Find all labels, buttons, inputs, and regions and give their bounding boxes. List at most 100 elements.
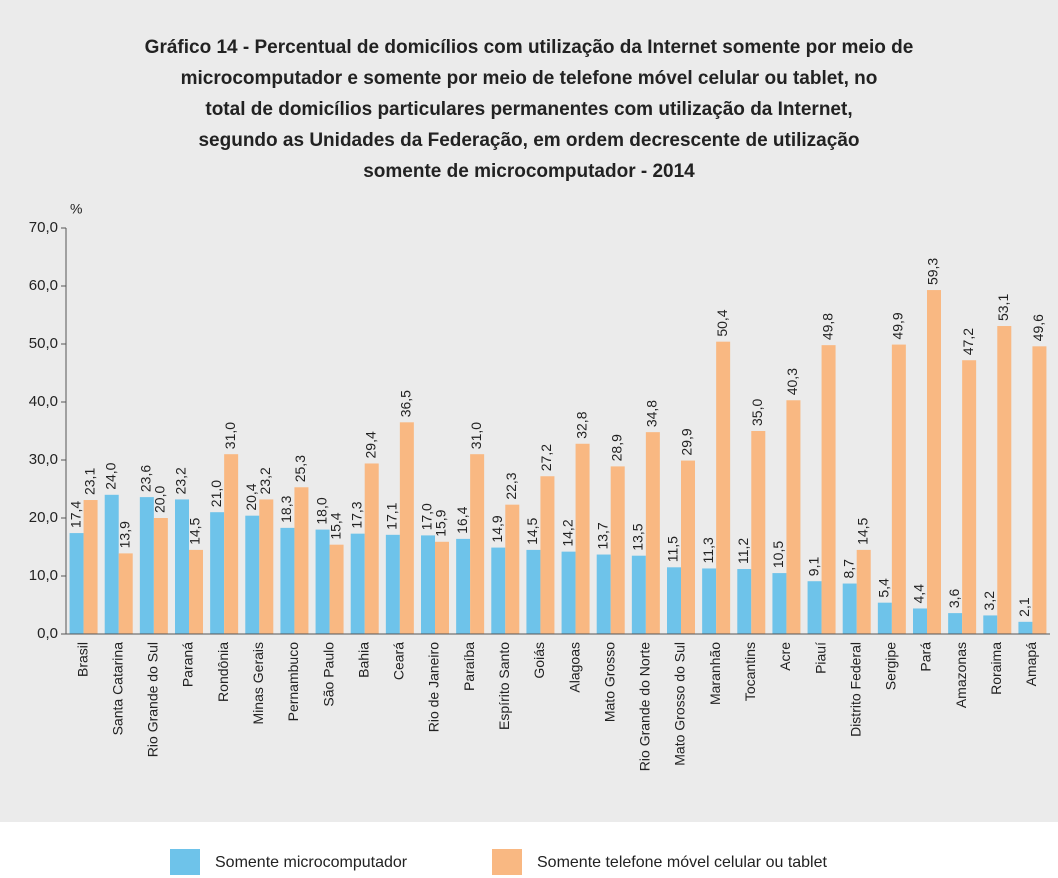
chart-title: somente de microcomputador - 2014 bbox=[363, 161, 695, 182]
value-label: 23,2 bbox=[257, 467, 273, 494]
value-label: 31,0 bbox=[222, 422, 238, 449]
value-label: 25,3 bbox=[292, 455, 308, 482]
x-tick-label: Espírito Santo bbox=[496, 642, 512, 730]
bar bbox=[702, 568, 717, 634]
chart-title: total de domicílios particulares permane… bbox=[205, 99, 852, 120]
value-label: 11,2 bbox=[735, 538, 751, 564]
value-label: 10,5 bbox=[770, 541, 786, 568]
bar bbox=[667, 567, 681, 634]
x-tick-label: Paraná bbox=[180, 642, 196, 687]
x-tick-label: Santa Catarina bbox=[109, 642, 125, 736]
value-label: 31,0 bbox=[468, 422, 484, 449]
bar bbox=[927, 290, 941, 634]
value-label: 35,0 bbox=[749, 399, 765, 426]
x-tick-label: Roraima bbox=[988, 642, 1004, 695]
bar bbox=[856, 549, 871, 634]
y-tick-label: 0,0 bbox=[37, 625, 58, 642]
bar bbox=[385, 534, 400, 634]
bar bbox=[786, 400, 801, 634]
x-tick-label: Sergipe bbox=[883, 642, 899, 690]
x-tick-label: Rondônia bbox=[215, 642, 231, 702]
x-tick-label: Mato Grosso do Sul bbox=[672, 642, 688, 766]
legend-swatch bbox=[492, 849, 522, 875]
value-label: 28,9 bbox=[608, 434, 624, 461]
bar bbox=[631, 555, 646, 634]
value-label: 20,0 bbox=[152, 486, 168, 513]
x-tick-label: Minas Gerais bbox=[250, 642, 266, 724]
value-label: 16,4 bbox=[454, 506, 470, 533]
bar bbox=[505, 504, 520, 634]
value-label: 4,4 bbox=[911, 584, 927, 604]
bar bbox=[913, 608, 927, 634]
bar bbox=[456, 538, 471, 634]
bar bbox=[104, 494, 119, 634]
y-tick-label: 70,0 bbox=[29, 219, 58, 236]
value-label: 14,9 bbox=[489, 515, 505, 542]
value-label: 29,9 bbox=[679, 428, 695, 455]
bar bbox=[315, 529, 330, 634]
bar bbox=[259, 499, 274, 634]
value-label: 15,4 bbox=[327, 512, 343, 539]
value-label: 17,0 bbox=[419, 503, 435, 530]
bar bbox=[737, 569, 752, 634]
x-tick-label: Acre bbox=[777, 642, 793, 671]
bar bbox=[891, 344, 906, 634]
y-tick-label: 10,0 bbox=[29, 567, 58, 584]
x-tick-label: Tocantins bbox=[742, 642, 758, 701]
value-label: 13,9 bbox=[116, 521, 132, 548]
bar bbox=[139, 497, 154, 634]
value-label: 3,2 bbox=[981, 591, 997, 611]
bar bbox=[645, 432, 660, 634]
y-tick-label: 20,0 bbox=[29, 509, 58, 526]
chart-title: Gráfico 14 - Percentual de domicílios co… bbox=[145, 37, 914, 58]
value-label: 11,5 bbox=[665, 536, 681, 562]
x-tick-label: Bahia bbox=[355, 642, 371, 678]
value-label: 29,4 bbox=[362, 431, 378, 458]
bar bbox=[575, 443, 590, 634]
bar bbox=[716, 341, 731, 634]
value-label: 22,3 bbox=[503, 472, 519, 499]
bar bbox=[962, 360, 977, 634]
bar bbox=[610, 466, 625, 634]
y-axis-label: % bbox=[70, 201, 82, 217]
bar bbox=[210, 512, 225, 634]
bar bbox=[842, 583, 857, 634]
value-label: 11,3 bbox=[700, 537, 716, 563]
bar bbox=[772, 573, 787, 634]
bar bbox=[1018, 621, 1033, 634]
value-label: 27,2 bbox=[538, 444, 554, 471]
x-tick-label: Maranhão bbox=[707, 642, 723, 705]
bar bbox=[983, 615, 998, 634]
bar bbox=[245, 515, 260, 634]
value-label: 17,3 bbox=[348, 501, 364, 528]
value-label: 18,3 bbox=[278, 495, 294, 522]
bar bbox=[540, 476, 555, 634]
value-label: 14,2 bbox=[559, 519, 575, 546]
bar bbox=[153, 518, 168, 634]
value-label: 23,6 bbox=[138, 465, 154, 492]
chart-title: segundo as Unidades da Federação, em ord… bbox=[198, 130, 859, 151]
value-label: 49,6 bbox=[1030, 314, 1046, 341]
value-label: 59,3 bbox=[925, 258, 941, 285]
panel bbox=[0, 0, 1058, 822]
bar bbox=[491, 547, 506, 634]
value-label: 18,0 bbox=[313, 497, 329, 524]
bar bbox=[596, 554, 611, 634]
x-tick-label: Ceará bbox=[391, 642, 407, 680]
value-label: 23,1 bbox=[81, 468, 97, 495]
bar bbox=[877, 602, 892, 634]
value-label: 47,2 bbox=[960, 328, 976, 355]
bar bbox=[118, 553, 133, 634]
legend-label: Somente telefone móvel celular ou tablet bbox=[537, 854, 828, 871]
bar bbox=[329, 544, 344, 634]
bar bbox=[526, 549, 541, 634]
bar bbox=[175, 499, 189, 634]
bar bbox=[561, 551, 576, 634]
value-label: 9,1 bbox=[805, 557, 821, 577]
bar bbox=[681, 460, 695, 634]
legend-swatch bbox=[170, 849, 200, 875]
value-label: 14,5 bbox=[187, 517, 203, 544]
value-label: 49,8 bbox=[819, 313, 835, 340]
value-label: 36,5 bbox=[398, 390, 414, 417]
